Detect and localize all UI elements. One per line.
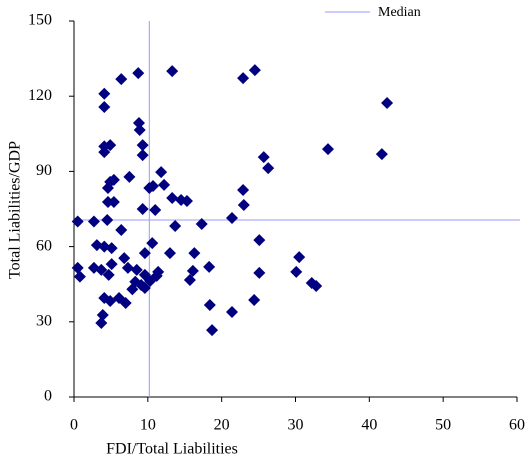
point [152, 265, 165, 278]
point [71, 261, 84, 274]
point [133, 124, 146, 137]
x-tick-label: 10 [140, 417, 156, 434]
y-axis-title: Total Liabilities/GDP [7, 141, 24, 279]
point [102, 268, 115, 281]
point [248, 293, 261, 306]
point [237, 198, 250, 211]
point [203, 260, 216, 273]
x-tick-label: 50 [435, 417, 451, 434]
point [262, 162, 275, 175]
y-tick-label: 150 [28, 12, 52, 29]
point [375, 148, 388, 161]
point [95, 317, 108, 330]
x-tick-label: 60 [509, 417, 525, 434]
point [136, 149, 149, 162]
point [105, 258, 118, 271]
point [321, 143, 334, 156]
legend-label: Median [378, 5, 421, 20]
point [158, 178, 171, 191]
point [118, 252, 131, 265]
point [95, 263, 108, 276]
point [257, 151, 270, 164]
point [237, 183, 250, 196]
y-tick-label: 30 [36, 312, 52, 329]
point [163, 247, 176, 260]
point [166, 65, 179, 78]
point [87, 215, 100, 228]
point [105, 242, 118, 255]
point [138, 247, 151, 260]
point [107, 173, 120, 186]
x-axis-title: FDI/Total Liabilities [106, 441, 238, 458]
point [186, 264, 199, 277]
point [138, 281, 151, 294]
point [149, 204, 162, 217]
point [248, 64, 261, 77]
x-tick-label: 20 [214, 417, 230, 434]
point [104, 139, 117, 152]
y-tick-label: 60 [36, 237, 52, 254]
y-tick-label: 90 [36, 162, 52, 179]
point [155, 166, 168, 179]
point [123, 170, 136, 183]
point [73, 270, 86, 283]
point [132, 67, 145, 80]
y-tick-label: 0 [44, 388, 52, 405]
point [293, 251, 306, 264]
point [115, 224, 128, 237]
point [132, 117, 145, 130]
point [107, 195, 120, 208]
point [188, 247, 201, 260]
point [115, 73, 128, 86]
point [71, 215, 84, 228]
point [136, 139, 149, 152]
point [130, 263, 143, 276]
point [195, 218, 208, 231]
point [119, 297, 132, 309]
point [166, 191, 179, 204]
y-tick-label: 120 [28, 87, 52, 104]
point [226, 306, 239, 319]
point [253, 234, 266, 247]
x-tick-label: 30 [288, 417, 304, 434]
point [98, 87, 111, 100]
point [290, 265, 303, 278]
point [180, 194, 193, 207]
point [203, 299, 216, 312]
x-tick-label: 0 [70, 417, 78, 434]
point [136, 203, 149, 215]
point [101, 214, 114, 227]
point [146, 237, 159, 250]
point [121, 261, 134, 274]
x-tick-label: 40 [361, 417, 377, 434]
point [169, 220, 182, 233]
point [98, 100, 111, 113]
point [226, 212, 239, 225]
point [237, 72, 250, 85]
point [310, 279, 323, 292]
point [253, 266, 266, 279]
point [381, 96, 394, 109]
point [183, 273, 196, 286]
point [96, 309, 109, 322]
point [206, 324, 219, 337]
point [147, 179, 160, 192]
